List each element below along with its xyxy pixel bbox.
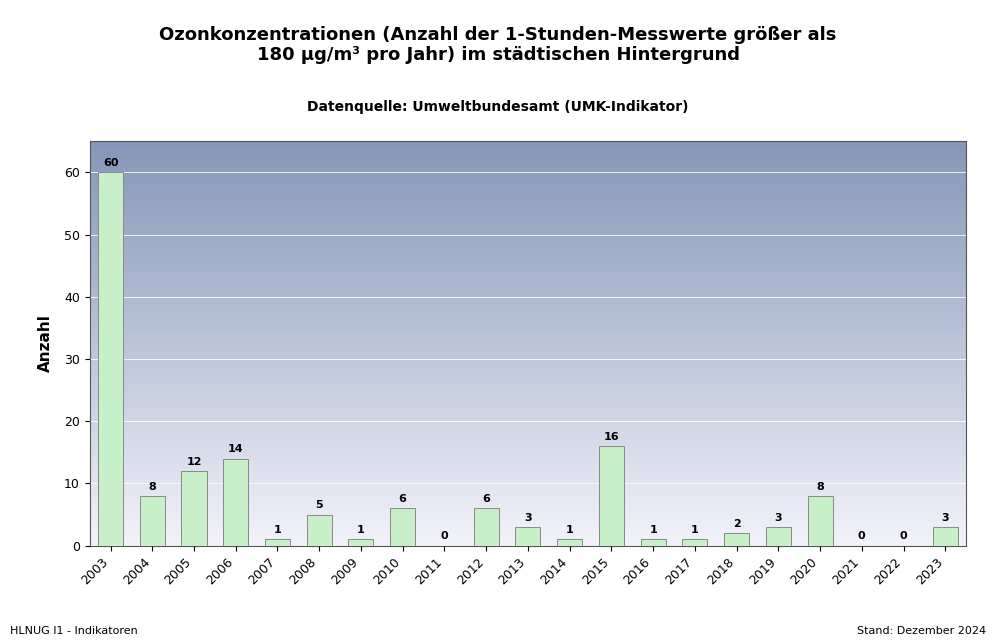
Text: Ozonkonzentrationen (Anzahl der 1-Stunden-Messwerte größer als
180 µg/m³ pro Jah: Ozonkonzentrationen (Anzahl der 1-Stunde… bbox=[159, 26, 837, 64]
Text: 1: 1 bbox=[357, 525, 365, 535]
Text: 5: 5 bbox=[316, 500, 323, 510]
Bar bbox=[474, 508, 499, 546]
Text: 16: 16 bbox=[604, 432, 620, 442]
Text: 3: 3 bbox=[775, 513, 782, 523]
Bar bbox=[98, 172, 124, 546]
Bar bbox=[766, 527, 791, 546]
Text: Stand: Dezember 2024: Stand: Dezember 2024 bbox=[857, 625, 986, 636]
Text: 0: 0 bbox=[858, 532, 866, 541]
Bar bbox=[515, 527, 541, 546]
Bar bbox=[808, 496, 833, 546]
Bar bbox=[557, 539, 582, 546]
Text: 2: 2 bbox=[733, 519, 740, 529]
Text: 8: 8 bbox=[816, 482, 824, 492]
Bar bbox=[682, 539, 707, 546]
Text: 1: 1 bbox=[566, 525, 574, 535]
Bar bbox=[599, 446, 623, 546]
Bar bbox=[307, 515, 332, 546]
Text: 0: 0 bbox=[440, 532, 448, 541]
Text: 3: 3 bbox=[941, 513, 949, 523]
Bar bbox=[640, 539, 665, 546]
Bar bbox=[932, 527, 958, 546]
Bar bbox=[390, 508, 415, 546]
Text: 14: 14 bbox=[228, 444, 244, 455]
Bar bbox=[265, 539, 290, 546]
Bar bbox=[724, 534, 749, 546]
Text: 6: 6 bbox=[398, 494, 406, 504]
Text: 1: 1 bbox=[691, 525, 699, 535]
Bar bbox=[349, 539, 374, 546]
Text: 1: 1 bbox=[649, 525, 657, 535]
Text: 12: 12 bbox=[186, 456, 202, 467]
Text: 6: 6 bbox=[482, 494, 490, 504]
Bar bbox=[223, 458, 248, 546]
Text: 60: 60 bbox=[103, 158, 119, 168]
Text: Datenquelle: Umweltbundesamt (UMK-Indikator): Datenquelle: Umweltbundesamt (UMK-Indika… bbox=[307, 100, 689, 114]
Y-axis label: Anzahl: Anzahl bbox=[38, 315, 53, 372]
Text: 1: 1 bbox=[274, 525, 281, 535]
Bar bbox=[181, 471, 206, 546]
Text: 0: 0 bbox=[899, 532, 907, 541]
Text: HLNUG I1 - Indikatoren: HLNUG I1 - Indikatoren bbox=[10, 625, 137, 636]
Text: 3: 3 bbox=[524, 513, 532, 523]
Bar bbox=[139, 496, 164, 546]
Text: 8: 8 bbox=[148, 482, 156, 492]
